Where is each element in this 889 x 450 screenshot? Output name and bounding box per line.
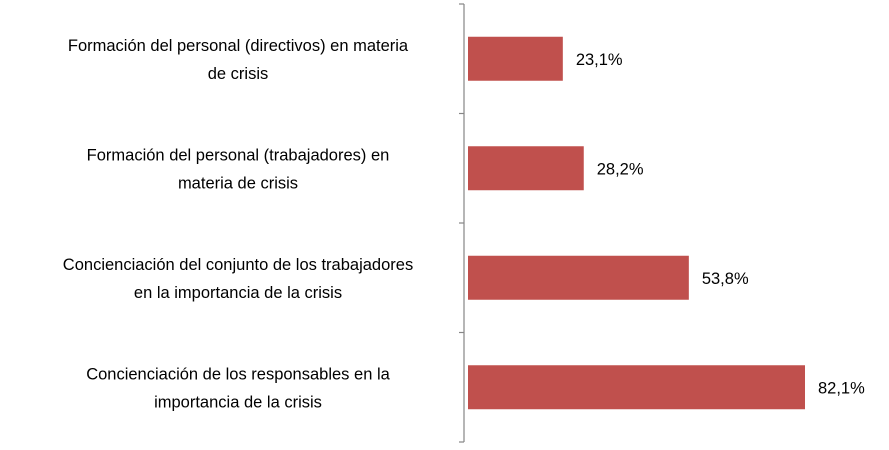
data-label: 28,2% (597, 160, 644, 178)
category-label: Formación del personal (trabajadores) en (87, 146, 390, 164)
data-labels: 23,1% 28,2% 53,8% 82,1% (576, 51, 865, 398)
bar (468, 146, 584, 191)
category-labels: Formación del personal (directivos) en m… (63, 37, 413, 412)
category-label: en la importancia de la crisis (134, 284, 342, 302)
bar (468, 255, 689, 300)
category-label: importancia de la crisis (154, 393, 322, 411)
bars-group (468, 36, 805, 410)
category-label: Concienciación de los responsables en la (86, 365, 390, 383)
category-label: materia de crisis (178, 174, 298, 192)
bar (468, 36, 563, 81)
category-label: Concienciación del conjunto de los traba… (63, 256, 413, 274)
category-label: Formación del personal (directivos) en m… (68, 37, 409, 55)
data-label: 23,1% (576, 51, 623, 69)
bar (468, 365, 805, 410)
axis-group (459, 3, 465, 443)
data-label: 53,8% (702, 270, 749, 288)
category-label: de crisis (208, 65, 269, 83)
data-label: 82,1% (818, 379, 865, 397)
